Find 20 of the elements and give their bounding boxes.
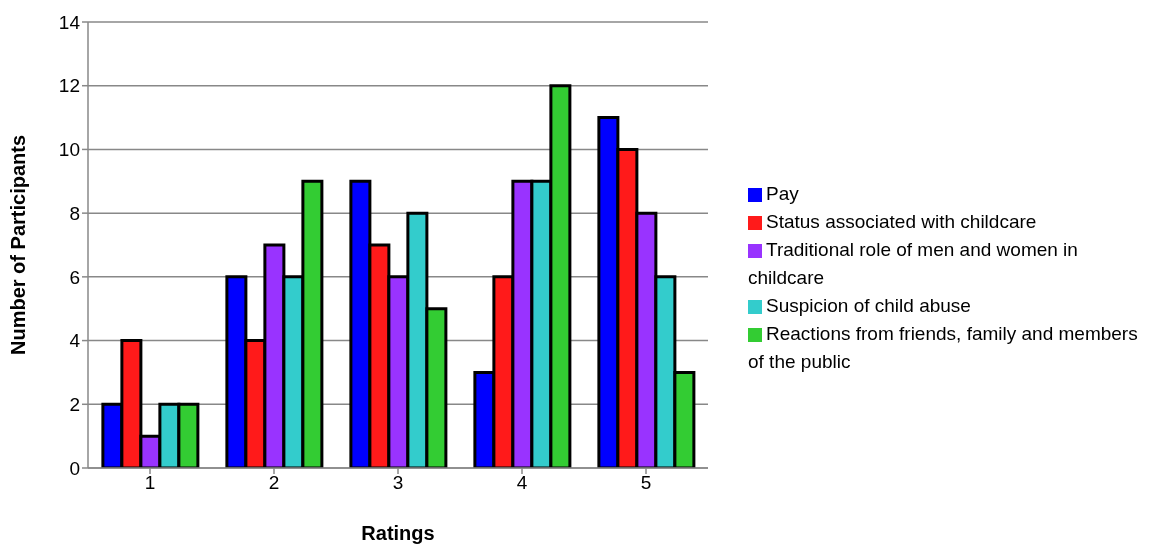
y-tick-label: 4 xyxy=(69,330,81,352)
y-tick-label: 6 xyxy=(69,266,80,288)
x-tick-label: 2 xyxy=(268,472,280,494)
legend-label: Traditional role of men and women in childcare xyxy=(748,239,1078,288)
legend-label: Status associated with childcare xyxy=(766,211,1037,232)
y-tick-label: 2 xyxy=(69,394,80,416)
y-tick-label: 10 xyxy=(58,139,80,161)
legend-label: Suspicion of child abuse xyxy=(766,295,971,316)
y-tick-label: 14 xyxy=(58,11,81,33)
x-axis-title: Ratings xyxy=(361,522,435,544)
y-tick-label: 0 xyxy=(69,457,80,479)
x-tick-label: 4 xyxy=(516,472,528,494)
y-tick-label: 8 xyxy=(69,202,80,224)
x-tick-label: 1 xyxy=(144,472,156,494)
y-axis-title: Number of Participants xyxy=(7,134,30,356)
x-tick-label: 3 xyxy=(392,472,404,494)
legend-label: Reactions from friends, family and members of the public xyxy=(748,323,1138,372)
legend-label: Pay xyxy=(766,183,799,204)
y-tick-label: 12 xyxy=(58,75,80,97)
x-tick-label: 5 xyxy=(640,472,652,494)
